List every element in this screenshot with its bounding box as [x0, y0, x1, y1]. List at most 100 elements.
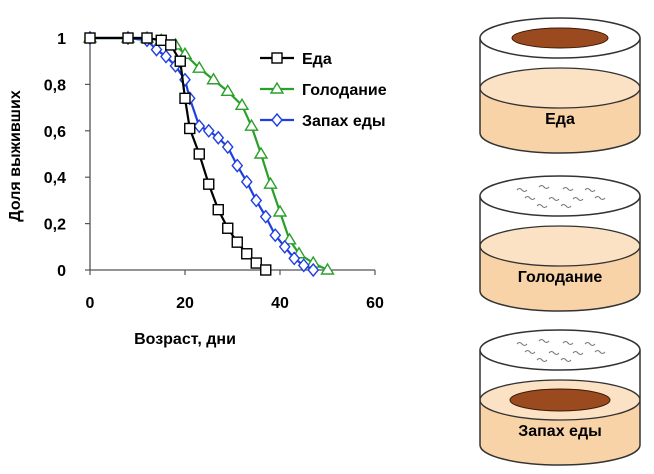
y-tick-label: 0 — [57, 263, 66, 280]
fly-mark — [572, 197, 584, 201]
y-tick-label: 0,2 — [44, 217, 66, 234]
data-point — [212, 203, 224, 216]
data-point — [250, 193, 263, 208]
data-point — [165, 39, 177, 51]
data-point — [222, 222, 234, 234]
dish-medium-surface — [479, 67, 641, 109]
data-point — [174, 55, 186, 67]
legend-label: Еда — [302, 51, 332, 68]
fly-mark — [524, 196, 536, 200]
fly-mark — [594, 350, 606, 354]
petri-dishes: Еда Голодание Запах еды — [479, 17, 641, 466]
data-point — [160, 49, 172, 64]
data-point — [260, 264, 272, 276]
fly-mark — [572, 351, 584, 355]
fly-mark — [536, 204, 548, 208]
fly-mark — [548, 351, 560, 355]
legend: Еда Голодание Запах еды — [260, 51, 387, 130]
data-point — [122, 32, 134, 44]
fly-mark — [516, 188, 528, 192]
data-point — [206, 72, 221, 85]
fly-mark — [584, 188, 596, 192]
data-point — [263, 176, 278, 189]
legend-item: Голодание — [260, 81, 387, 99]
series-group — [82, 30, 335, 278]
fly-mark — [594, 196, 606, 200]
data-point — [272, 204, 288, 217]
dish-base — [479, 290, 641, 312]
legend-item: Запах еды — [260, 112, 386, 130]
y-tick-label: 0,8 — [44, 77, 66, 94]
legend-marker — [271, 52, 283, 64]
dish-lid — [479, 175, 641, 217]
fly-mark — [562, 187, 574, 191]
fly-mark — [536, 358, 548, 362]
data-point — [221, 139, 234, 155]
petri-dish: Еда — [479, 17, 641, 154]
y-axis-label: Доля выживших — [7, 90, 24, 222]
dish-base — [479, 132, 641, 154]
fly-mark — [516, 342, 528, 346]
data-point — [193, 119, 206, 134]
data-point — [320, 262, 335, 275]
dish-medium-surface — [479, 225, 641, 267]
dish-label: Голодание — [518, 269, 603, 286]
data-point — [193, 148, 205, 160]
data-point — [240, 174, 253, 189]
y-tick-label: 1 — [57, 31, 66, 48]
x-axis-label: Возраст, дни — [134, 331, 236, 348]
petri-dish: Запах еды — [479, 329, 641, 466]
series-triangle — [82, 30, 335, 275]
data-point — [234, 97, 250, 110]
fly-mark — [584, 342, 596, 346]
legend-marker — [271, 112, 283, 128]
y-tick-label: 0,6 — [44, 124, 66, 141]
data-point — [259, 209, 272, 224]
legend-label: Запах еды — [302, 113, 386, 130]
data-point — [231, 158, 244, 173]
data-point — [307, 262, 320, 278]
fly-mark — [560, 358, 572, 362]
series-line — [90, 36, 267, 271]
data-point — [244, 118, 259, 131]
data-point — [288, 251, 301, 266]
legend-label: Голодание — [302, 82, 387, 99]
x-tick-label: 60 — [366, 295, 384, 312]
legend-marker — [269, 81, 285, 94]
x-tick-label: 40 — [271, 295, 289, 312]
data-point — [220, 83, 235, 97]
data-point — [231, 236, 243, 248]
fly-mark — [560, 204, 572, 208]
series-line — [90, 36, 328, 271]
x-tick-label: 20 — [176, 295, 194, 312]
dish-base — [479, 444, 641, 466]
data-point — [150, 42, 163, 57]
x-tick-label: 0 — [86, 295, 95, 312]
food-disk — [511, 27, 609, 49]
data-point — [192, 60, 207, 73]
data-point — [278, 239, 291, 254]
data-point — [202, 123, 215, 138]
data-point — [203, 178, 215, 190]
tick-labels: 0 0,2 0,4 0,6 0,8 1 0 20 40 60 — [44, 31, 384, 312]
data-point — [155, 34, 167, 47]
data-point — [253, 146, 269, 159]
fly-mark — [548, 197, 560, 201]
data-point — [141, 32, 153, 44]
data-point — [184, 122, 196, 135]
survival-chart: 0 0,2 0,4 0,6 0,8 1 0 20 40 60 Возраст, дни Доля … — [7, 30, 387, 348]
data-point — [250, 257, 262, 269]
fly-mark — [538, 185, 550, 189]
data-point — [269, 228, 282, 243]
fly-mark — [562, 341, 574, 345]
fly-mark — [524, 350, 536, 354]
dish-lid — [479, 329, 641, 371]
food-disk — [509, 388, 611, 412]
series-square — [84, 32, 272, 276]
y-tick-label: 0,4 — [44, 170, 66, 187]
fly-mark — [538, 339, 550, 343]
dish-label: Еда — [545, 111, 575, 128]
data-point — [297, 258, 310, 273]
data-point — [84, 32, 96, 44]
